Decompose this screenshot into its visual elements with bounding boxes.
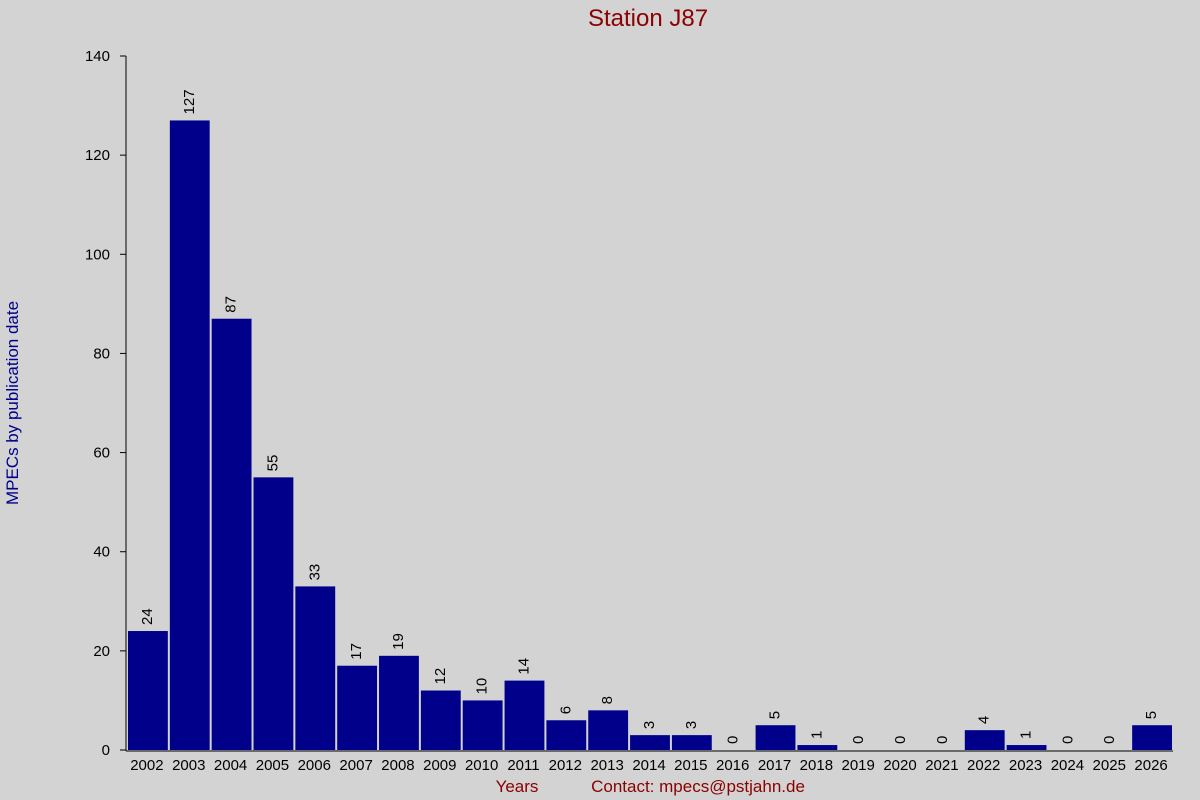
data-label: 33 (306, 564, 323, 581)
y-tick-label: 140 (85, 48, 110, 65)
x-tick-label: 2009 (423, 757, 456, 774)
bar (1006, 745, 1047, 750)
x-tick-label: 2006 (298, 757, 331, 774)
x-tick-label: 2017 (758, 757, 791, 774)
bar (337, 665, 378, 750)
x-tick-label: 2004 (214, 757, 247, 774)
data-label: 0 (1101, 736, 1118, 744)
bar (211, 318, 252, 750)
x-tick-label: 2015 (674, 757, 707, 774)
x-tick-label: 2025 (1093, 757, 1126, 774)
x-tick-label: 2005 (256, 757, 289, 774)
x-axis-label: Years (496, 777, 539, 796)
data-label: 0 (1059, 736, 1076, 744)
data-label: 6 (557, 706, 574, 714)
data-label: 3 (683, 721, 700, 729)
data-label: 4 (976, 716, 993, 724)
data-label: 3 (641, 721, 658, 729)
bar (504, 680, 545, 750)
y-tick-label: 40 (93, 544, 110, 561)
data-label: 1 (1018, 731, 1035, 739)
bar (253, 477, 294, 750)
x-tick-label: 2023 (1009, 757, 1042, 774)
bar (671, 735, 712, 750)
data-label: 10 (474, 678, 491, 695)
bar (1132, 725, 1172, 750)
x-tick-label: 2013 (590, 757, 623, 774)
chart-title: Station J87 (588, 5, 708, 32)
contact: Contact: mpecs@pstjahn.de (591, 777, 805, 796)
x-tick-label: 2021 (925, 757, 958, 774)
x-tick-label: 2024 (1051, 757, 1084, 774)
data-label: 5 (767, 711, 784, 719)
x-tick-label: 2008 (381, 757, 414, 774)
data-label: 127 (181, 89, 198, 114)
bar (379, 655, 419, 750)
data-label: 87 (223, 296, 240, 313)
x-tick-label: 2012 (549, 757, 582, 774)
bar (128, 631, 168, 750)
data-label: 1 (808, 731, 825, 739)
x-tick-label: 2018 (800, 757, 833, 774)
data-label: 24 (139, 608, 156, 625)
data-label: 0 (725, 736, 742, 744)
bar (462, 700, 503, 750)
x-tick-label: 2019 (842, 757, 875, 774)
bar (755, 725, 796, 750)
x-tick-label: 2016 (716, 757, 749, 774)
bar (630, 735, 670, 750)
x-tick-label: 2002 (130, 757, 163, 774)
bar (588, 710, 629, 750)
data-label: 55 (264, 455, 281, 472)
x-tick-label: 2003 (172, 757, 205, 774)
data-label: 8 (599, 696, 616, 704)
x-tick-label: 2026 (1134, 757, 1167, 774)
data-label: 12 (432, 668, 449, 685)
bar (964, 730, 1005, 750)
y-tick-label: 100 (85, 246, 110, 263)
y-tick-label: 0 (102, 742, 110, 759)
x-tick-label: 2014 (632, 757, 665, 774)
data-label: 5 (1143, 711, 1160, 719)
x-tick-label: 2007 (339, 757, 372, 774)
data-label: 0 (892, 736, 909, 744)
y-tick-label: 80 (93, 345, 110, 362)
data-label: 17 (348, 643, 365, 660)
bar (169, 120, 210, 750)
y-tick-label: 120 (85, 147, 110, 164)
y-tick-label: 60 (93, 445, 110, 462)
bar (797, 745, 838, 750)
y-tick-label: 20 (93, 643, 110, 660)
x-tick-label: 2011 (507, 757, 539, 774)
bar (420, 690, 461, 750)
x-tick-label: 2022 (967, 757, 1000, 774)
x-tick-label: 2020 (883, 757, 916, 774)
y-axis-label: MPECs by publication date (3, 301, 22, 505)
data-label: 14 (515, 658, 532, 675)
x-tick-label: 2010 (465, 757, 498, 774)
bar (295, 586, 336, 750)
data-label: 0 (934, 736, 951, 744)
bar (546, 720, 587, 750)
data-label: 19 (390, 633, 407, 650)
data-label: 0 (850, 736, 867, 744)
